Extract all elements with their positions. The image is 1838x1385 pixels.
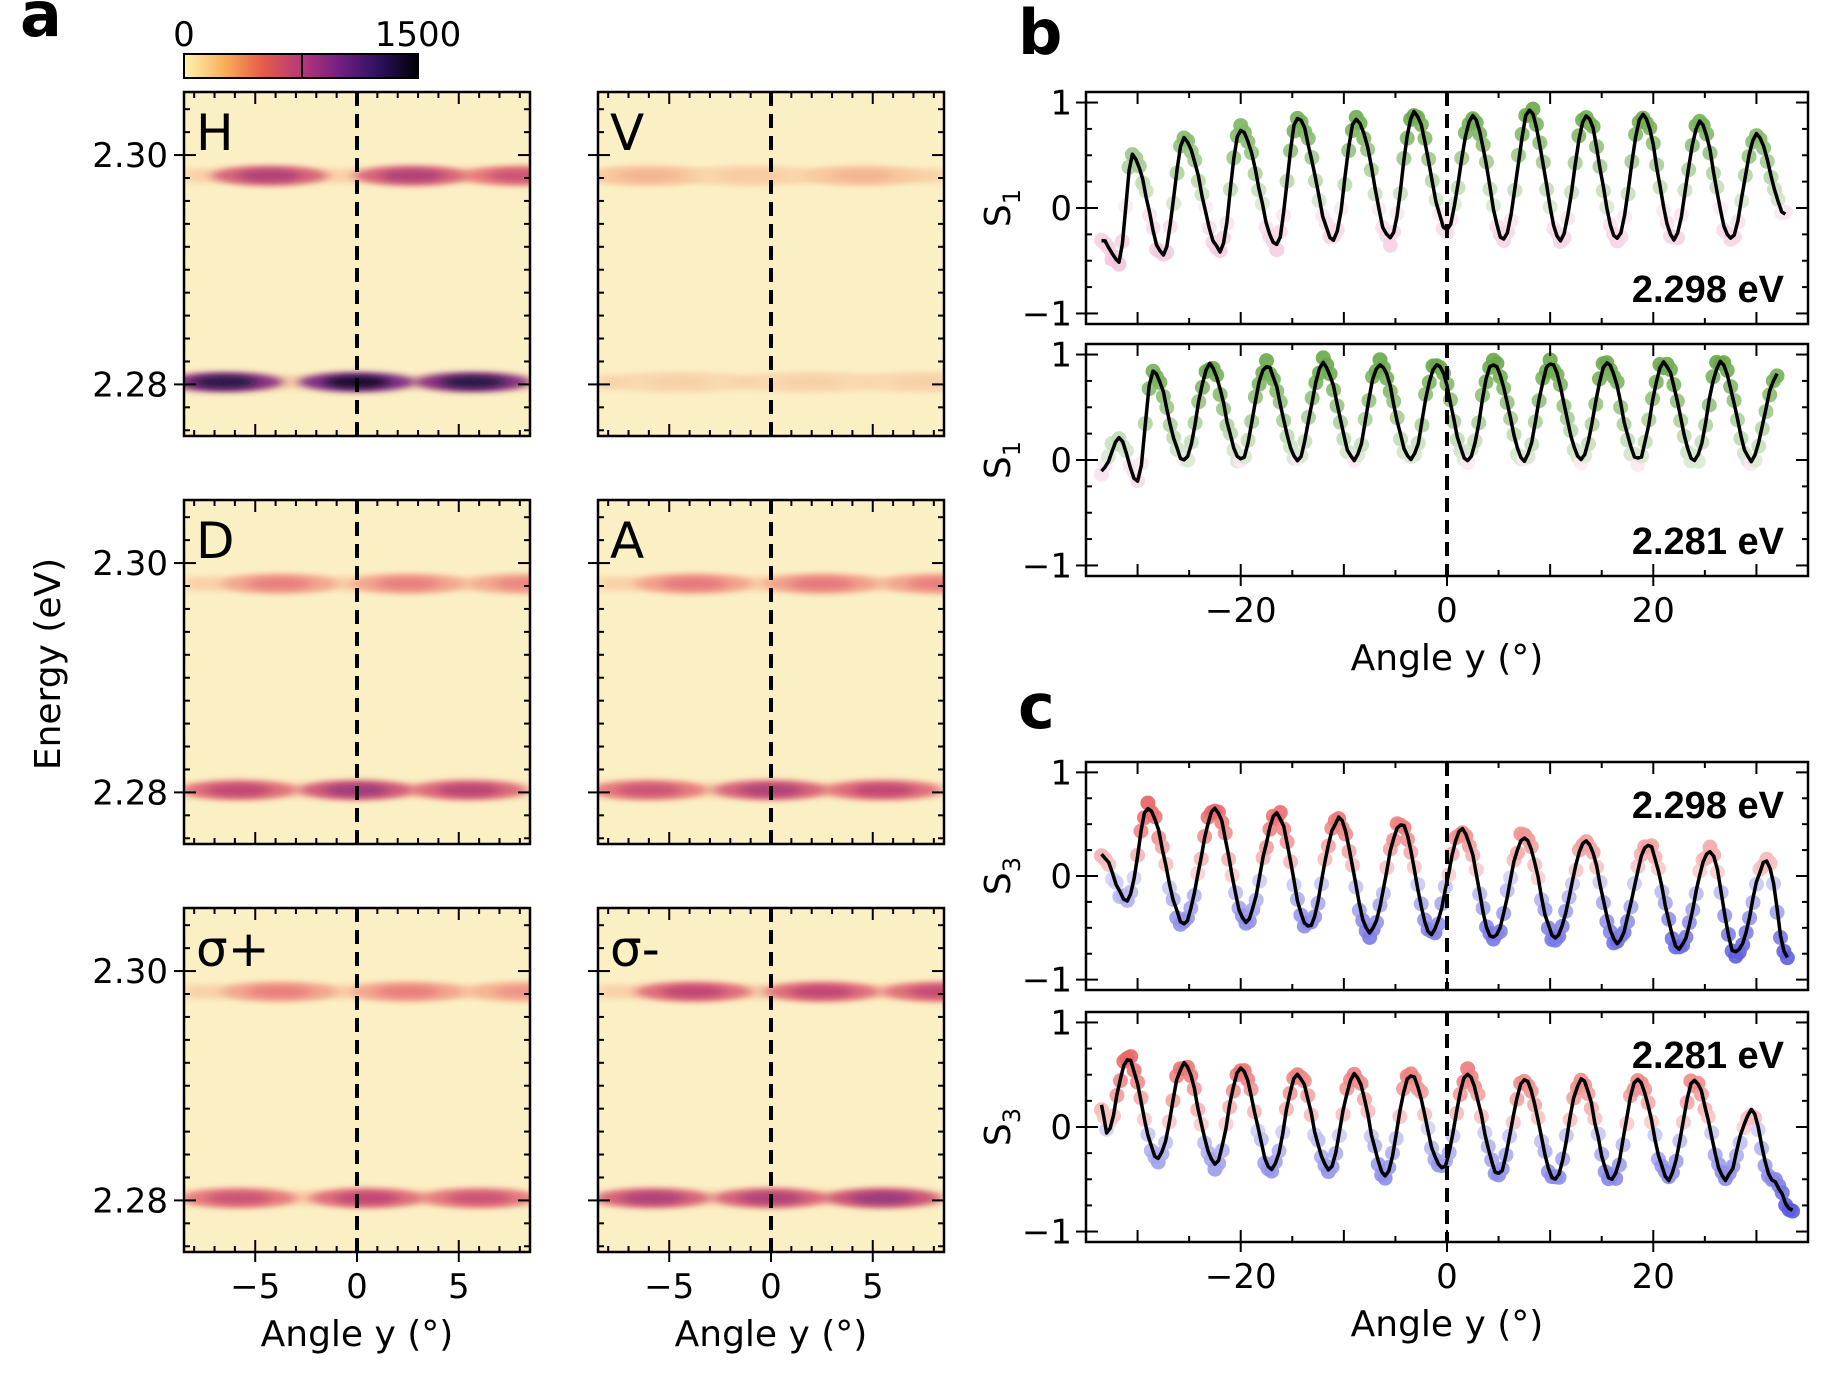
panel-c-s3-plots: −1 0 1 S3 2.298 eV −1 0 1 S3 2.281 eV −20 0 20 Angle … (978, 753, 1810, 1345)
heatmap-6: −5 0 5 Angle y (°) σ- (588, 906, 946, 1355)
heatmap-4: A (588, 498, 946, 846)
ytick-label: 0 (1050, 189, 1072, 229)
energy-label: 2.298 eV (1632, 785, 1785, 827)
scatter-point (1180, 452, 1196, 468)
ylabel: S3 (978, 857, 1026, 895)
colorbar: 0 1500 (173, 15, 462, 79)
ytick-label: −1 (1022, 961, 1072, 1001)
polarization-label: H (196, 104, 234, 162)
scatter-point (1551, 1169, 1567, 1185)
xtick-label: 0 (1436, 1257, 1458, 1297)
heatmap-xtick-label: 5 (448, 1267, 470, 1307)
energy-label: 2.298 eV (1632, 269, 1785, 311)
heatmap-ytick-label: 2.30 (92, 136, 168, 176)
panel-a-letter: a (20, 0, 62, 51)
scatter-point (1747, 452, 1763, 468)
heatmap-xlabel: Angle y (°) (675, 1314, 868, 1355)
heatmap-xlabel: Angle y (°) (261, 1314, 454, 1355)
heatmap-ytick-label: 2.28 (92, 365, 168, 405)
ytick-label: 0 (1050, 441, 1072, 481)
ytick-label: 1 (1050, 753, 1072, 793)
scatter-point (1613, 229, 1629, 245)
ytick-label: −1 (1022, 294, 1072, 334)
scatter-point (1272, 805, 1288, 821)
polarization-label: V (610, 104, 644, 162)
xlabel: Angle y (°) (1351, 1304, 1544, 1345)
scatter-point (1608, 1170, 1624, 1186)
xtick-label: 20 (1632, 1257, 1675, 1297)
xlabel: Angle y (°) (1351, 638, 1544, 679)
polarization-label: σ+ (196, 920, 270, 978)
panel-a-heatmaps: 2.28 2.30 H V 2.28 2.30 D A 2.28 2.30 −5 0 5 Angle y … (28, 90, 946, 1355)
data-line (1101, 108, 1787, 264)
heatmap-xtick-label: −5 (644, 1267, 694, 1307)
heatmap-xtick-label: 5 (862, 1267, 884, 1307)
xtick-label: 0 (1436, 591, 1458, 631)
ylabel: S1 (978, 441, 1026, 479)
heatmap-3: 2.28 2.30 D (92, 498, 532, 846)
data-line (1100, 359, 1779, 483)
polarization-label: D (196, 512, 235, 570)
ytick-label: 0 (1050, 1108, 1072, 1148)
heatmap-ytick-label: 2.30 (92, 544, 168, 584)
colorbar-max-label: 1500 (375, 15, 462, 55)
ytick-label: −1 (1022, 546, 1072, 586)
scatter-point (1489, 355, 1505, 371)
panel-c-letter: c (1018, 670, 1055, 743)
xtick-label: 20 (1632, 591, 1675, 631)
scatter-point (1269, 242, 1285, 258)
energy-label: 2.281 eV (1632, 1035, 1785, 1077)
energy-label: 2.281 eV (1632, 521, 1785, 563)
heatmap-ylabel: Energy (eV) (28, 558, 69, 770)
ytick-label: 0 (1050, 857, 1072, 897)
xtick-label: −20 (1205, 591, 1277, 631)
colorbar-min-label: 0 (173, 15, 195, 55)
polarization-label: σ- (610, 920, 660, 978)
scatter-point (1259, 353, 1274, 369)
panel-b-subplot-2: −1 0 1 S1 2.281 eV −20 0 20 Angle y (°) (978, 336, 1810, 679)
heatmap-xtick-label: 0 (760, 1267, 782, 1307)
data-line (1100, 806, 1789, 959)
scatter-point (1211, 1155, 1227, 1171)
heatmap-ytick-label: 2.28 (92, 1181, 168, 1221)
ytick-label: −1 (1022, 1213, 1072, 1253)
panel-b-s1-plots: −1 0 1 S1 2.298 eV −1 0 1 S1 2.281 eV −20 0 20 Angle … (978, 84, 1810, 679)
ylabel: S1 (978, 189, 1026, 227)
ytick-label: 1 (1050, 336, 1072, 376)
heatmap-xtick-label: −5 (230, 1267, 280, 1307)
scatter-point (1779, 950, 1795, 966)
heatmap-xtick-label: 0 (346, 1267, 368, 1307)
heatmap-ytick-label: 2.28 (92, 773, 168, 813)
panel-b-subplot-1: −1 0 1 S1 2.298 eV (978, 84, 1810, 334)
xtick-label: −20 (1205, 1257, 1277, 1297)
panel-b-letter: b (1018, 0, 1062, 69)
ylabel: S3 (978, 1108, 1026, 1146)
ytick-label: 1 (1050, 84, 1072, 124)
scatter-point (1382, 237, 1398, 253)
heatmap-ytick-label: 2.30 (92, 952, 168, 992)
panel-c-subplot-2: −1 0 1 S3 2.281 eV −20 0 20 Angle y (°) (978, 1003, 1810, 1345)
heatmap-1: 2.28 2.30 H (92, 90, 532, 438)
heatmap-5: 2.28 2.30 −5 0 5 Angle y (°) σ+ (92, 906, 532, 1355)
panel-c-subplot-1: −1 0 1 S3 2.298 eV (978, 753, 1810, 1001)
ytick-label: 1 (1050, 1003, 1072, 1043)
heatmap-2: V (588, 90, 946, 438)
heatmap-content (598, 92, 944, 436)
polarization-label: A (610, 512, 644, 570)
